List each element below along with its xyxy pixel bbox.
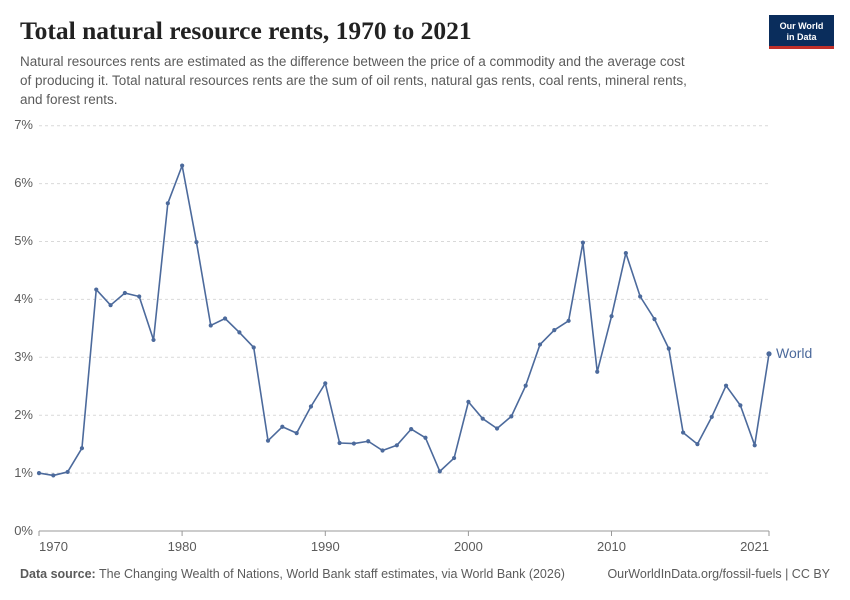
svg-text:2000: 2000 bbox=[454, 539, 483, 554]
svg-text:2021: 2021 bbox=[740, 539, 769, 554]
svg-text:0%: 0% bbox=[14, 523, 33, 538]
svg-text:1970: 1970 bbox=[39, 539, 68, 554]
svg-text:5%: 5% bbox=[14, 233, 33, 248]
svg-text:4%: 4% bbox=[14, 291, 33, 306]
svg-text:6%: 6% bbox=[14, 175, 33, 190]
svg-text:2010: 2010 bbox=[597, 539, 626, 554]
svg-text:3%: 3% bbox=[14, 349, 33, 364]
svg-text:7%: 7% bbox=[14, 117, 33, 132]
svg-text:World: World bbox=[776, 345, 812, 361]
svg-text:1980: 1980 bbox=[168, 539, 197, 554]
svg-text:1990: 1990 bbox=[311, 539, 340, 554]
svg-text:2%: 2% bbox=[14, 407, 33, 422]
svg-text:1%: 1% bbox=[14, 465, 33, 480]
